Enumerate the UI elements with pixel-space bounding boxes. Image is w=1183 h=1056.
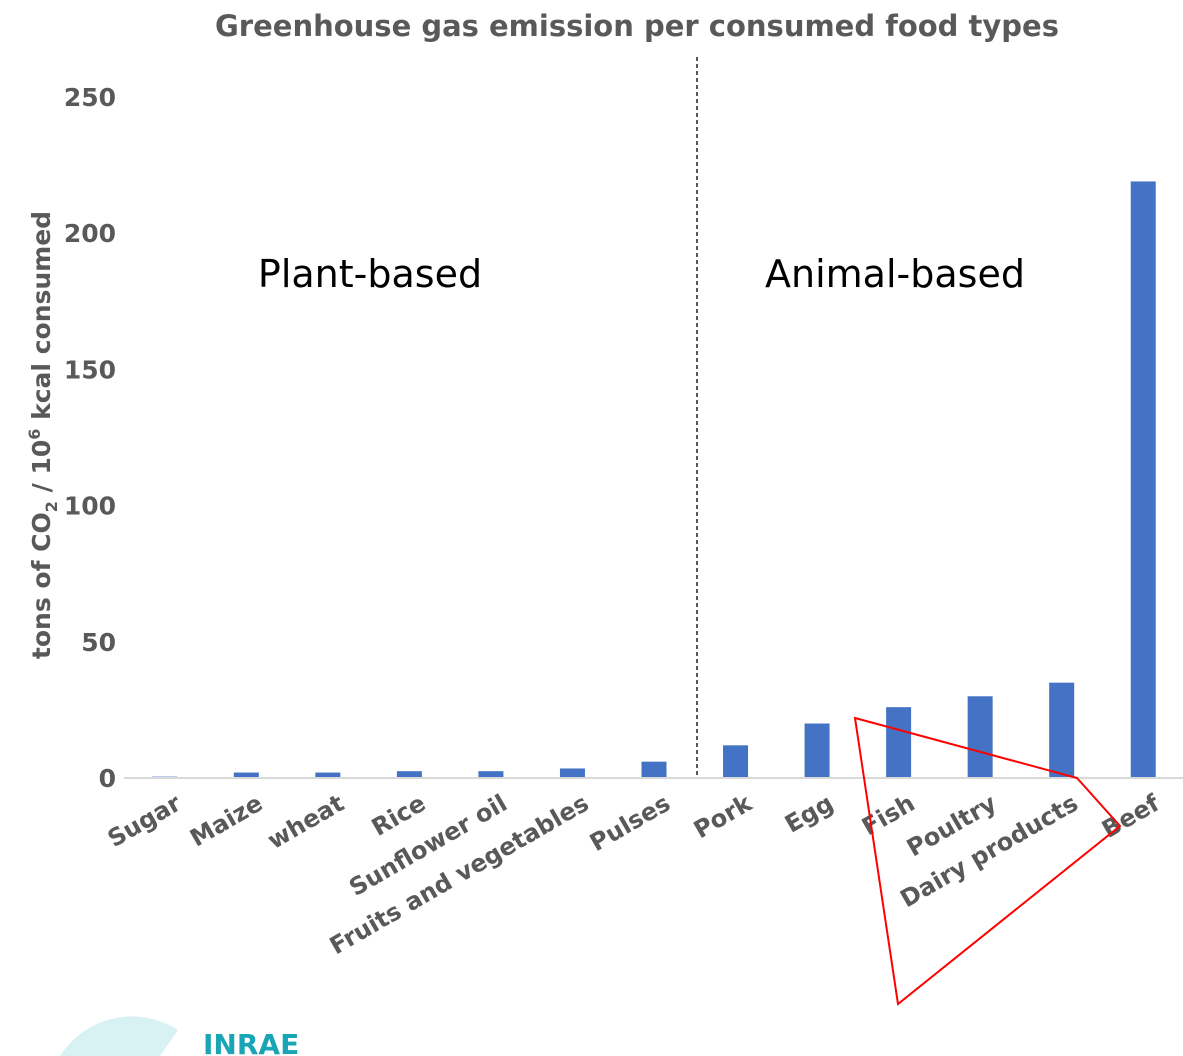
bar bbox=[886, 707, 912, 778]
y-tick-label: 200 bbox=[64, 219, 116, 248]
y-axis-label-mid: / 10 bbox=[27, 440, 56, 501]
x-tick-label: Pulses bbox=[585, 789, 675, 857]
x-tick-label: wheat bbox=[263, 789, 349, 855]
y-axis-label-suffix: kcal consumed bbox=[27, 211, 56, 429]
inrae-logo: INRAE bbox=[60, 1016, 299, 1056]
y-tick-label: 150 bbox=[64, 355, 116, 384]
chart-title: Greenhouse gas emission per consumed foo… bbox=[215, 9, 1059, 43]
y-axis-label-sub: 2 bbox=[42, 501, 61, 512]
y-axis-label-sup: 6 bbox=[25, 429, 44, 440]
x-tick-label: Egg bbox=[780, 789, 838, 839]
y-tick-label: 50 bbox=[81, 628, 116, 657]
x-tick-label: Maize bbox=[185, 789, 267, 853]
x-tick-label: Pork bbox=[689, 788, 757, 844]
bar bbox=[478, 771, 504, 778]
bar bbox=[233, 772, 259, 778]
bar bbox=[559, 768, 585, 778]
y-tick-label: 250 bbox=[64, 83, 116, 112]
y-tick-label: 0 bbox=[99, 764, 116, 793]
bar bbox=[967, 696, 993, 778]
bar bbox=[1130, 181, 1156, 779]
x-tick-label: Sugar bbox=[103, 789, 186, 853]
bar bbox=[396, 771, 422, 778]
bar bbox=[723, 745, 749, 778]
group-label-plant-based: Plant-based bbox=[258, 252, 482, 296]
y-axis-label: tons of CO2 / 106 kcal consumed bbox=[25, 211, 61, 659]
bar bbox=[804, 723, 830, 778]
logo-text: INRAE bbox=[203, 1028, 299, 1056]
y-axis-label-prefix: tons of CO bbox=[27, 512, 56, 659]
y-tick-labels: 0 50 100 150 200 250 bbox=[64, 83, 116, 793]
logo-emblem-shape bbox=[60, 1016, 178, 1056]
bar bbox=[641, 761, 667, 778]
dairy-products-highlight-box bbox=[853, 716, 1122, 1006]
group-label-animal-based: Animal-based bbox=[765, 252, 1025, 296]
y-tick-label: 100 bbox=[64, 492, 116, 521]
bars bbox=[152, 181, 1156, 779]
bar bbox=[315, 772, 341, 778]
bar bbox=[1049, 682, 1075, 778]
